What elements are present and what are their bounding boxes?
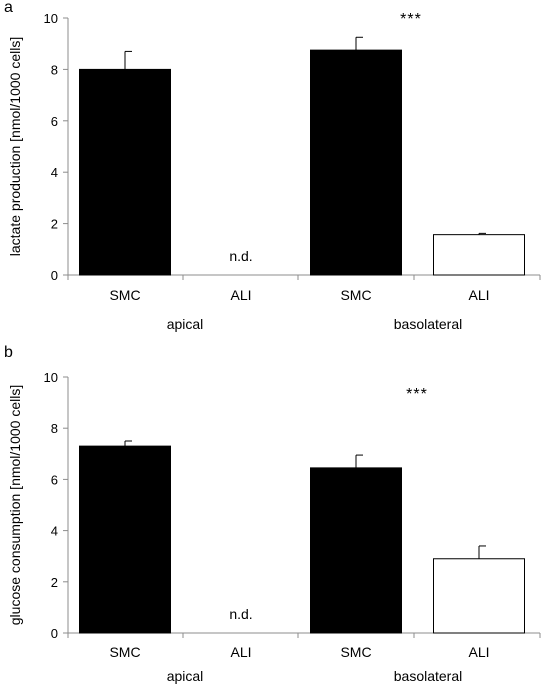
panel-a-bar-0 xyxy=(79,68,171,276)
panel-a-category-label: ALI xyxy=(468,287,489,303)
panel-b-ytick-label: 0 xyxy=(51,626,58,641)
panel-b-significance-label: *** xyxy=(406,386,428,403)
panel-a-significance-label: *** xyxy=(400,11,422,28)
panel-b-ytick-label: 8 xyxy=(51,421,58,436)
panel-a-bar-3 xyxy=(433,234,525,276)
panel-a-y-axis-title: lactate production [nmol/1000 cells] xyxy=(7,37,23,256)
panel-a-label: a xyxy=(4,0,13,16)
panel-b-ytick-label: 6 xyxy=(51,472,58,487)
panel-b-nd-label: n.d. xyxy=(229,606,252,622)
panel-a-category-label: SMC xyxy=(340,287,371,303)
panel-a-group-label: basolateral xyxy=(394,316,463,332)
panel-b-bar-3 xyxy=(433,558,525,634)
panel-a-category-label: SMC xyxy=(109,287,140,303)
panel-a-ytick-label: 8 xyxy=(51,62,58,77)
panel-b-category-label: ALI xyxy=(468,644,489,660)
panel-b-ytick-label: 10 xyxy=(44,370,58,385)
panel-a-category-label: ALI xyxy=(230,287,251,303)
panel-a-ytick-label: 4 xyxy=(51,165,58,180)
panel-a-ytick-label: 10 xyxy=(44,11,58,26)
panel-b-ytick-label: 2 xyxy=(51,575,58,590)
panel-a-group-label: apical xyxy=(167,316,204,332)
panel-b-label: b xyxy=(4,344,13,361)
panel-a-nd-label: n.d. xyxy=(229,248,252,264)
panel-b-group-label: apical xyxy=(167,668,204,684)
panel-a-ytick-label: 0 xyxy=(51,268,58,283)
panel-b-y-axis-title: glucose consumption [nmol/1000 cells] xyxy=(7,385,23,625)
panel-b-bar-2 xyxy=(310,467,402,634)
panel-b-category-label: SMC xyxy=(340,644,371,660)
panel-b-category-label: ALI xyxy=(230,644,251,660)
panel-b-group-label: basolateral xyxy=(394,668,463,684)
panel-a-ytick-label: 2 xyxy=(51,217,58,232)
panel-a-ytick-label: 6 xyxy=(51,114,58,129)
panel-a-bar-2 xyxy=(310,49,402,276)
panel-b-bar-0 xyxy=(79,445,171,634)
panel-b-ytick-label: 4 xyxy=(51,524,58,539)
panel-b-category-label: SMC xyxy=(109,644,140,660)
